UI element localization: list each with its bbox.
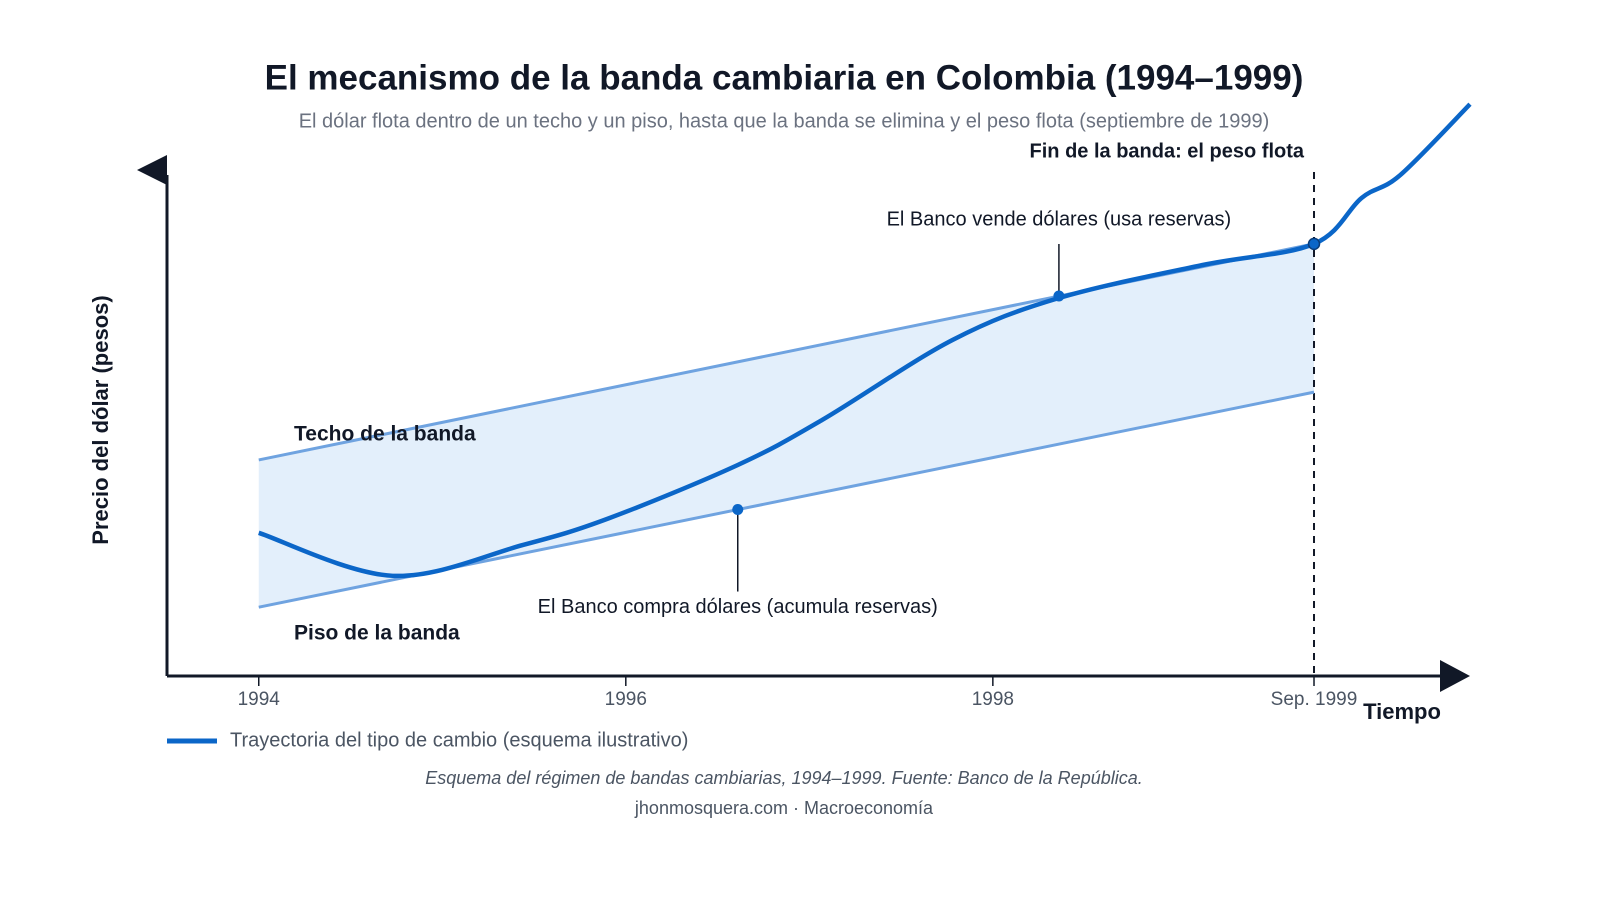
chart-title: El mecanismo de la banda cambiaria en Co… [265,58,1304,97]
y-axis-label: Precio del dólar (pesos) [88,295,113,544]
exchange-rate-line [258,102,1472,579]
y-axis-arrow [137,155,167,185]
annotation-text: El Banco compra dólares (acumula reserva… [538,596,938,618]
x-tick-label: 1998 [972,689,1014,710]
band-end-point [1307,237,1321,251]
x-tick-label: Sep. 1999 [1271,689,1358,710]
annotation-point [732,504,744,516]
x-axis-label: Tiempo [1363,699,1441,724]
x-axis-arrow [1440,660,1470,692]
caption: Esquema del régimen de bandas cambiarias… [425,768,1142,788]
annotation-point [1053,290,1065,302]
annotation-text: El Banco vende dólares (usa reservas) [887,208,1232,230]
chart-subtitle: El dólar flota dentro de un techo y un p… [299,110,1270,132]
x-tick-label: 1996 [605,689,647,710]
x-tick-label: 1994 [238,689,281,710]
band-end-label: Fin de la banda: el peso flota [1030,140,1305,162]
floor-label: Piso de la banda [294,622,460,645]
source: jhonmosquera.com · Macroeconomía [634,798,934,818]
legend-label: Trayectoria del tipo de cambio (esquema … [230,729,688,751]
band-area [258,243,1315,608]
ceiling-label: Techo de la banda [294,423,476,446]
